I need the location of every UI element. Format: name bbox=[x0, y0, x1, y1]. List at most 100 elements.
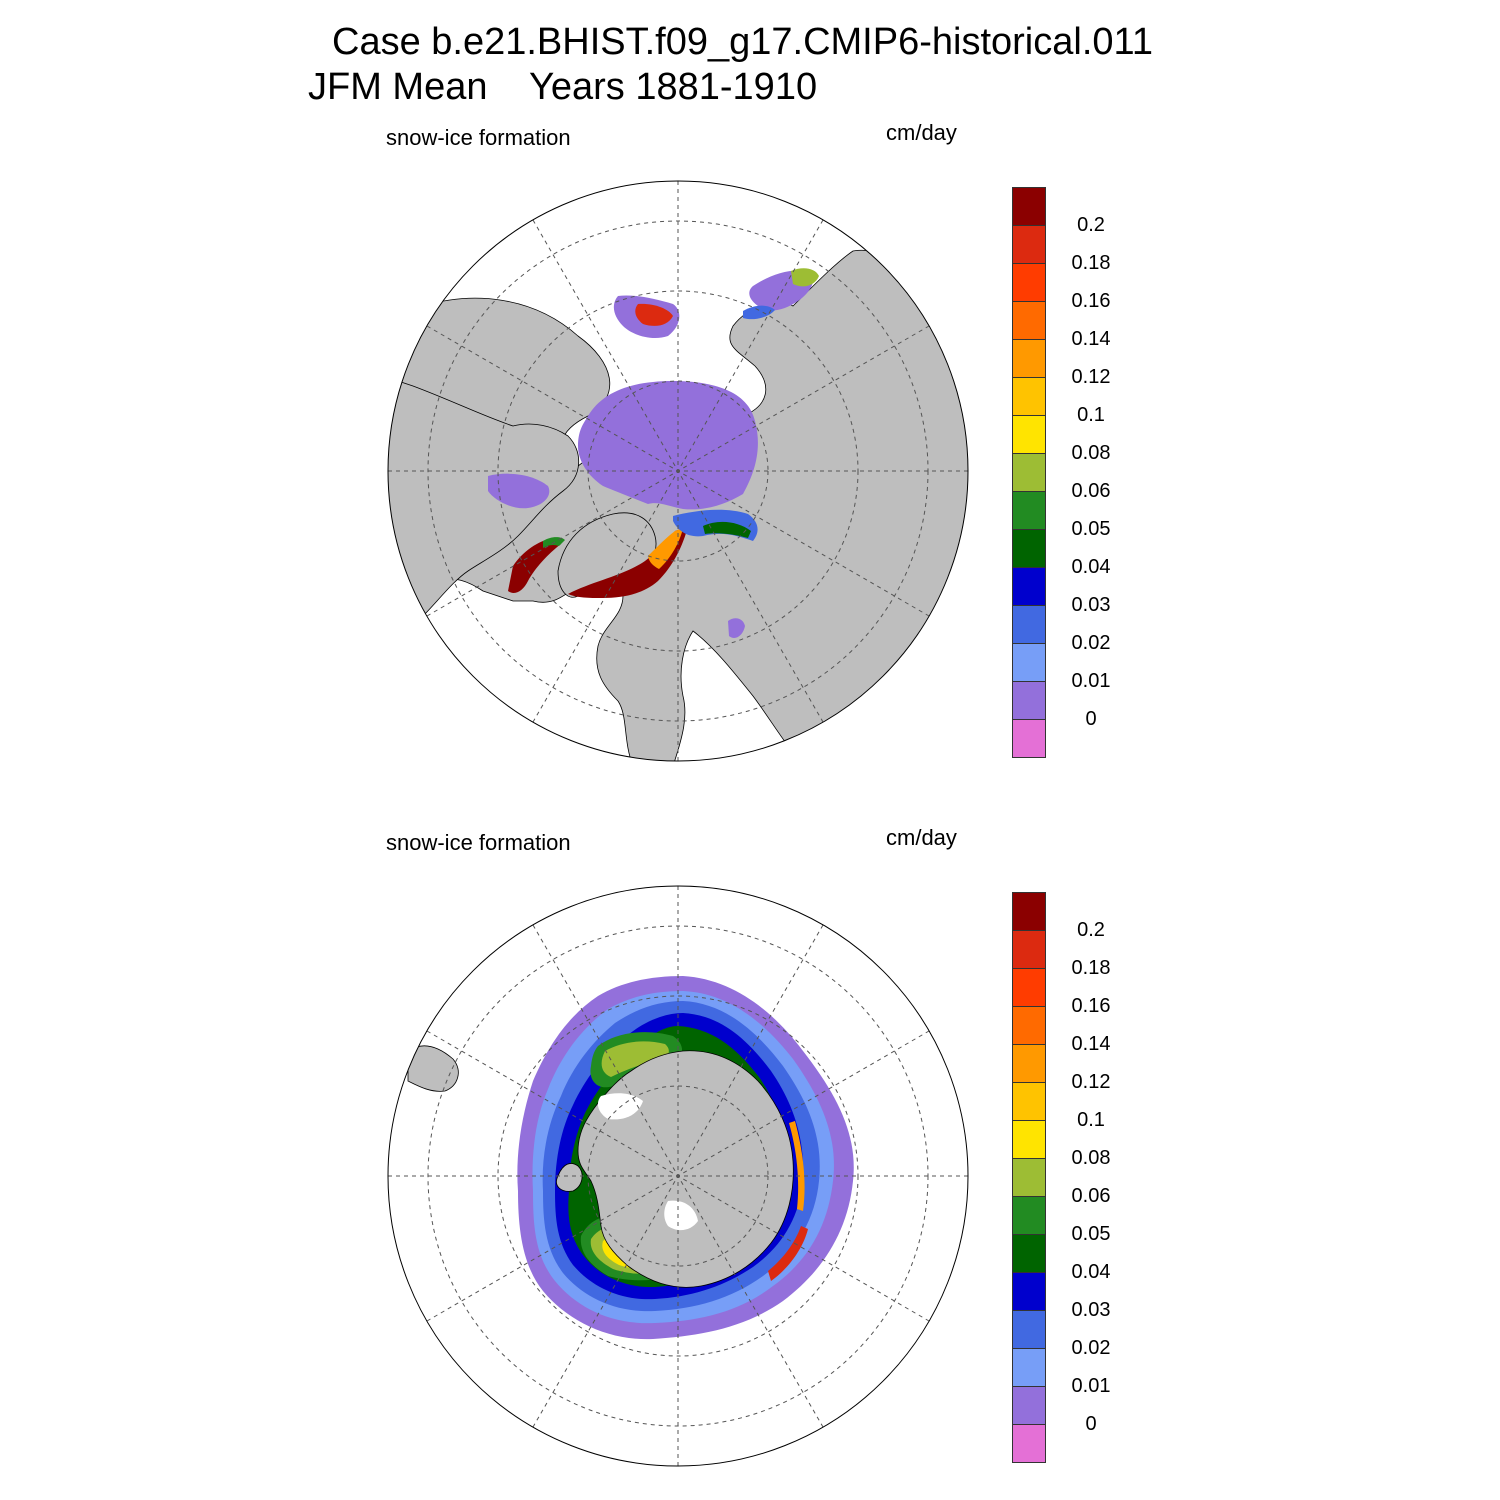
north-map-border bbox=[387, 180, 969, 762]
north-greenland-sea-hot-band bbox=[568, 526, 688, 598]
north-colorbar-box bbox=[1012, 605, 1046, 643]
north-colorbar-divider bbox=[1012, 301, 1046, 302]
south-units-label: cm/day bbox=[886, 825, 957, 850]
north-colorbar-tick-label: 0.04 bbox=[1071, 556, 1111, 578]
north-colorbar-tick-label: 0 bbox=[1085, 708, 1097, 730]
south-colorbar-tick-label: 0.02 bbox=[1071, 1337, 1111, 1359]
north-colorbar-divider bbox=[1012, 187, 1046, 188]
north-colorbar-box bbox=[1012, 301, 1046, 339]
figure-title-line-1: Case b.e21.BHIST.f09_g17.CMIP6-historica… bbox=[332, 21, 1153, 63]
north-colorbar-box bbox=[1012, 453, 1046, 491]
north-baltic-patch bbox=[728, 618, 745, 638]
north-colorbar-box bbox=[1012, 719, 1046, 757]
south-colorbar-divider bbox=[1012, 1424, 1046, 1425]
south-colorbar-tick-label: 0.12 bbox=[1071, 1071, 1111, 1093]
south-colorbar-box bbox=[1012, 1424, 1046, 1462]
north-colorbar-box bbox=[1012, 339, 1046, 377]
north-colorbar-tick-label: 0.2 bbox=[1077, 214, 1105, 236]
south-map-border bbox=[387, 885, 969, 1467]
south-colorbar-box bbox=[1012, 1386, 1046, 1424]
south-colorbar-divider bbox=[1012, 1310, 1046, 1311]
south-east-coastal-red bbox=[768, 1226, 808, 1281]
north-colorbar-tick-label: 0.16 bbox=[1071, 290, 1111, 312]
north-colorbar-divider bbox=[1012, 529, 1046, 530]
north-colorbar-divider bbox=[1012, 453, 1046, 454]
south-colorbar-divider bbox=[1012, 1044, 1046, 1045]
south-colorbar-tick-label: 0.1 bbox=[1077, 1109, 1105, 1131]
south-colorbar-box bbox=[1012, 1196, 1046, 1234]
south-colorbar-tick-label: 0.06 bbox=[1071, 1185, 1111, 1207]
north-arctic-basin-ice bbox=[578, 381, 758, 510]
south-polar-panel: snow-ice formation cm/day bbox=[0, 705, 1500, 1467]
north-america-land bbox=[388, 375, 580, 632]
south-colorbar-box bbox=[1012, 892, 1046, 930]
north-bering-hot bbox=[635, 303, 673, 326]
north-units-label: cm/day bbox=[886, 120, 957, 145]
south-colorbar-box bbox=[1012, 1310, 1046, 1348]
south-colorbar-tick-label: 0.04 bbox=[1071, 1261, 1111, 1283]
north-colorbar-divider bbox=[1012, 225, 1046, 226]
north-colorbar-tick-label: 0.12 bbox=[1071, 366, 1111, 388]
south-colorbar-box bbox=[1012, 1120, 1046, 1158]
north-colorbar-box bbox=[1012, 529, 1046, 567]
north-colorbar-divider bbox=[1012, 339, 1046, 340]
north-colorbar-tick-label: 0.02 bbox=[1071, 632, 1111, 654]
north-colorbar-box bbox=[1012, 567, 1046, 605]
north-colorbar-box bbox=[1012, 681, 1046, 719]
north-colorbar-tick-label: 0.05 bbox=[1071, 518, 1111, 540]
south-colorbar-divider bbox=[1012, 1348, 1046, 1349]
south-colorbar-tick-label: 0.2 bbox=[1077, 919, 1105, 941]
north-colorbar-tick-label: 0.01 bbox=[1071, 670, 1111, 692]
north-colorbar-tick-label: 0.18 bbox=[1071, 252, 1111, 274]
south-america-land bbox=[407, 1045, 459, 1092]
south-colorbar-divider bbox=[1012, 1158, 1046, 1159]
north-okhotsk-hot bbox=[791, 268, 819, 287]
north-colorbar-box bbox=[1012, 377, 1046, 415]
north-colorbar-box bbox=[1012, 225, 1046, 263]
south-colorbar-box bbox=[1012, 1234, 1046, 1272]
south-colorbar-tick-label: 0.14 bbox=[1071, 1033, 1111, 1055]
south-colorbar-tick-label: 0.03 bbox=[1071, 1299, 1111, 1321]
north-colorbar-box bbox=[1012, 491, 1046, 529]
north-colorbar-box bbox=[1012, 643, 1046, 681]
south-colorbar-box bbox=[1012, 1272, 1046, 1310]
south-colorbar-divider bbox=[1012, 1462, 1046, 1463]
north-colorbar-divider bbox=[1012, 681, 1046, 682]
north-colorbar-divider bbox=[1012, 491, 1046, 492]
north-okhotsk-blue bbox=[743, 305, 775, 320]
north-barents-green bbox=[703, 521, 751, 538]
north-polar-map bbox=[387, 180, 969, 762]
south-colorbar-tick-label: 0.05 bbox=[1071, 1223, 1111, 1245]
south-colorbar-tick-label: 0.01 bbox=[1071, 1375, 1111, 1397]
north-colorbar-tick-label: 0.14 bbox=[1071, 328, 1111, 350]
south-colorbar-divider bbox=[1012, 1082, 1046, 1083]
north-colorbar-divider bbox=[1012, 263, 1046, 264]
south-colorbar-divider bbox=[1012, 1006, 1046, 1007]
south-colorbar-box bbox=[1012, 1082, 1046, 1120]
north-colorbar: 0.2 0.18 0.16 0.14 0.12 0.1 0.08 0.06 0.05 0.04 0.… bbox=[1012, 187, 1110, 758]
south-variable-label: snow-ice formation bbox=[386, 830, 571, 855]
south-colorbar-divider bbox=[1012, 1386, 1046, 1387]
south-colorbar-box bbox=[1012, 930, 1046, 968]
south-colorbar: 0.2 0.18 0.16 0.14 0.12 0.1 0.08 0.06 0.05 0.04 0.… bbox=[1012, 892, 1110, 1463]
south-colorbar-box bbox=[1012, 1348, 1046, 1386]
south-colorbar-divider bbox=[1012, 1196, 1046, 1197]
north-colorbar-tick-label: 0.06 bbox=[1071, 480, 1111, 502]
north-colorbar-divider bbox=[1012, 719, 1046, 720]
south-colorbar-tick-label: 0.16 bbox=[1071, 995, 1111, 1017]
south-colorbar-tick-label: 0.18 bbox=[1071, 957, 1111, 979]
south-colorbar-box bbox=[1012, 1044, 1046, 1082]
south-colorbar-divider bbox=[1012, 1272, 1046, 1273]
south-east-coastal-orange bbox=[789, 1121, 805, 1211]
north-graticule bbox=[388, 181, 968, 761]
north-colorbar-divider bbox=[1012, 415, 1046, 416]
figure-title-line-2: JFM Mean Years 1881-1910 bbox=[308, 66, 818, 108]
south-colorbar-box bbox=[1012, 1158, 1046, 1196]
north-colorbar-tick-label: 0.1 bbox=[1077, 404, 1105, 426]
north-polar-panel: snow-ice formation cm/day bbox=[0, 0, 1500, 762]
south-graticule bbox=[388, 886, 968, 1466]
north-colorbar-tick-label: 0.08 bbox=[1071, 442, 1111, 464]
south-colorbar-divider bbox=[1012, 968, 1046, 969]
south-colorbar-box bbox=[1012, 1006, 1046, 1044]
north-colorbar-divider bbox=[1012, 605, 1046, 606]
